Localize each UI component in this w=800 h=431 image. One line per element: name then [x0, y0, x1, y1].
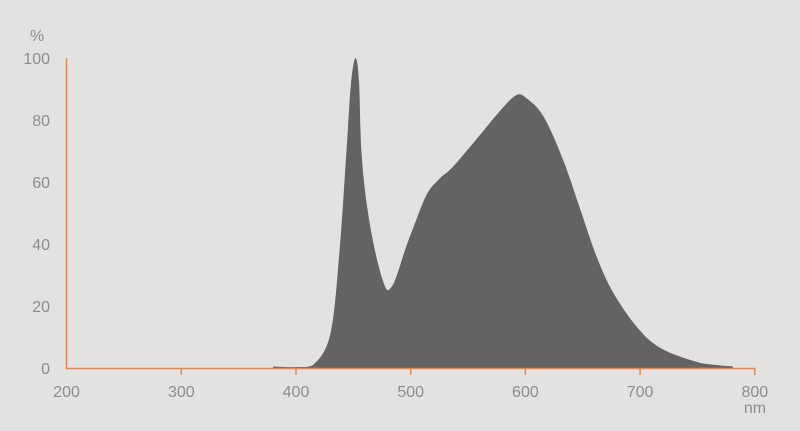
x-tick-label: 700 — [627, 384, 654, 401]
x-tick-label: 500 — [397, 384, 424, 401]
y-tick-label: 60 — [32, 175, 50, 192]
x-tick-label: 800 — [741, 384, 768, 401]
x-tick-label: 200 — [53, 384, 80, 401]
spectrum-area — [273, 58, 734, 368]
y-axis-label: % — [30, 28, 44, 45]
y-tick-label: 80 — [32, 113, 50, 130]
x-axis-label: nm — [744, 400, 766, 417]
x-tick-label: 400 — [283, 384, 310, 401]
x-tick-label: 300 — [168, 384, 195, 401]
y-tick-label: 0 — [41, 361, 50, 378]
y-tick-label: 20 — [32, 299, 50, 316]
y-tick-label: 100 — [23, 51, 50, 68]
y-tick-label: 40 — [32, 237, 50, 254]
x-tick-label: 600 — [512, 384, 539, 401]
